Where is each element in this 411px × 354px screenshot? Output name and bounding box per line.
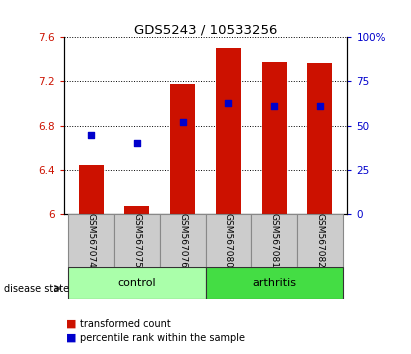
Bar: [297, 214, 343, 267]
Text: percentile rank within the sample: percentile rank within the sample: [80, 333, 245, 343]
Point: [88, 132, 95, 137]
Bar: [160, 214, 206, 267]
Point: [134, 141, 140, 146]
Text: control: control: [118, 278, 156, 288]
Bar: [216, 48, 241, 214]
Text: ■: ■: [66, 319, 76, 329]
Text: GSM567074: GSM567074: [87, 213, 96, 268]
Text: arthritis: arthritis: [252, 278, 296, 288]
Bar: [170, 84, 195, 214]
Point: [225, 100, 232, 105]
Text: transformed count: transformed count: [80, 319, 171, 329]
Text: disease state: disease state: [4, 284, 69, 293]
Bar: [206, 267, 343, 299]
Point: [179, 119, 186, 125]
Text: GSM567080: GSM567080: [224, 213, 233, 268]
Bar: [79, 165, 104, 214]
Title: GDS5243 / 10533256: GDS5243 / 10533256: [134, 23, 277, 36]
Text: GSM567081: GSM567081: [270, 213, 279, 268]
Text: ■: ■: [66, 333, 76, 343]
Text: GSM567082: GSM567082: [315, 213, 324, 268]
Point: [271, 103, 277, 109]
Text: GSM567076: GSM567076: [178, 213, 187, 268]
Bar: [68, 214, 114, 267]
Text: GSM567075: GSM567075: [132, 213, 141, 268]
Point: [316, 103, 323, 109]
Bar: [206, 214, 251, 267]
Bar: [261, 62, 287, 214]
Bar: [251, 214, 297, 267]
Bar: [307, 63, 332, 214]
Bar: [68, 267, 205, 299]
Bar: [114, 214, 160, 267]
Bar: [124, 206, 150, 214]
